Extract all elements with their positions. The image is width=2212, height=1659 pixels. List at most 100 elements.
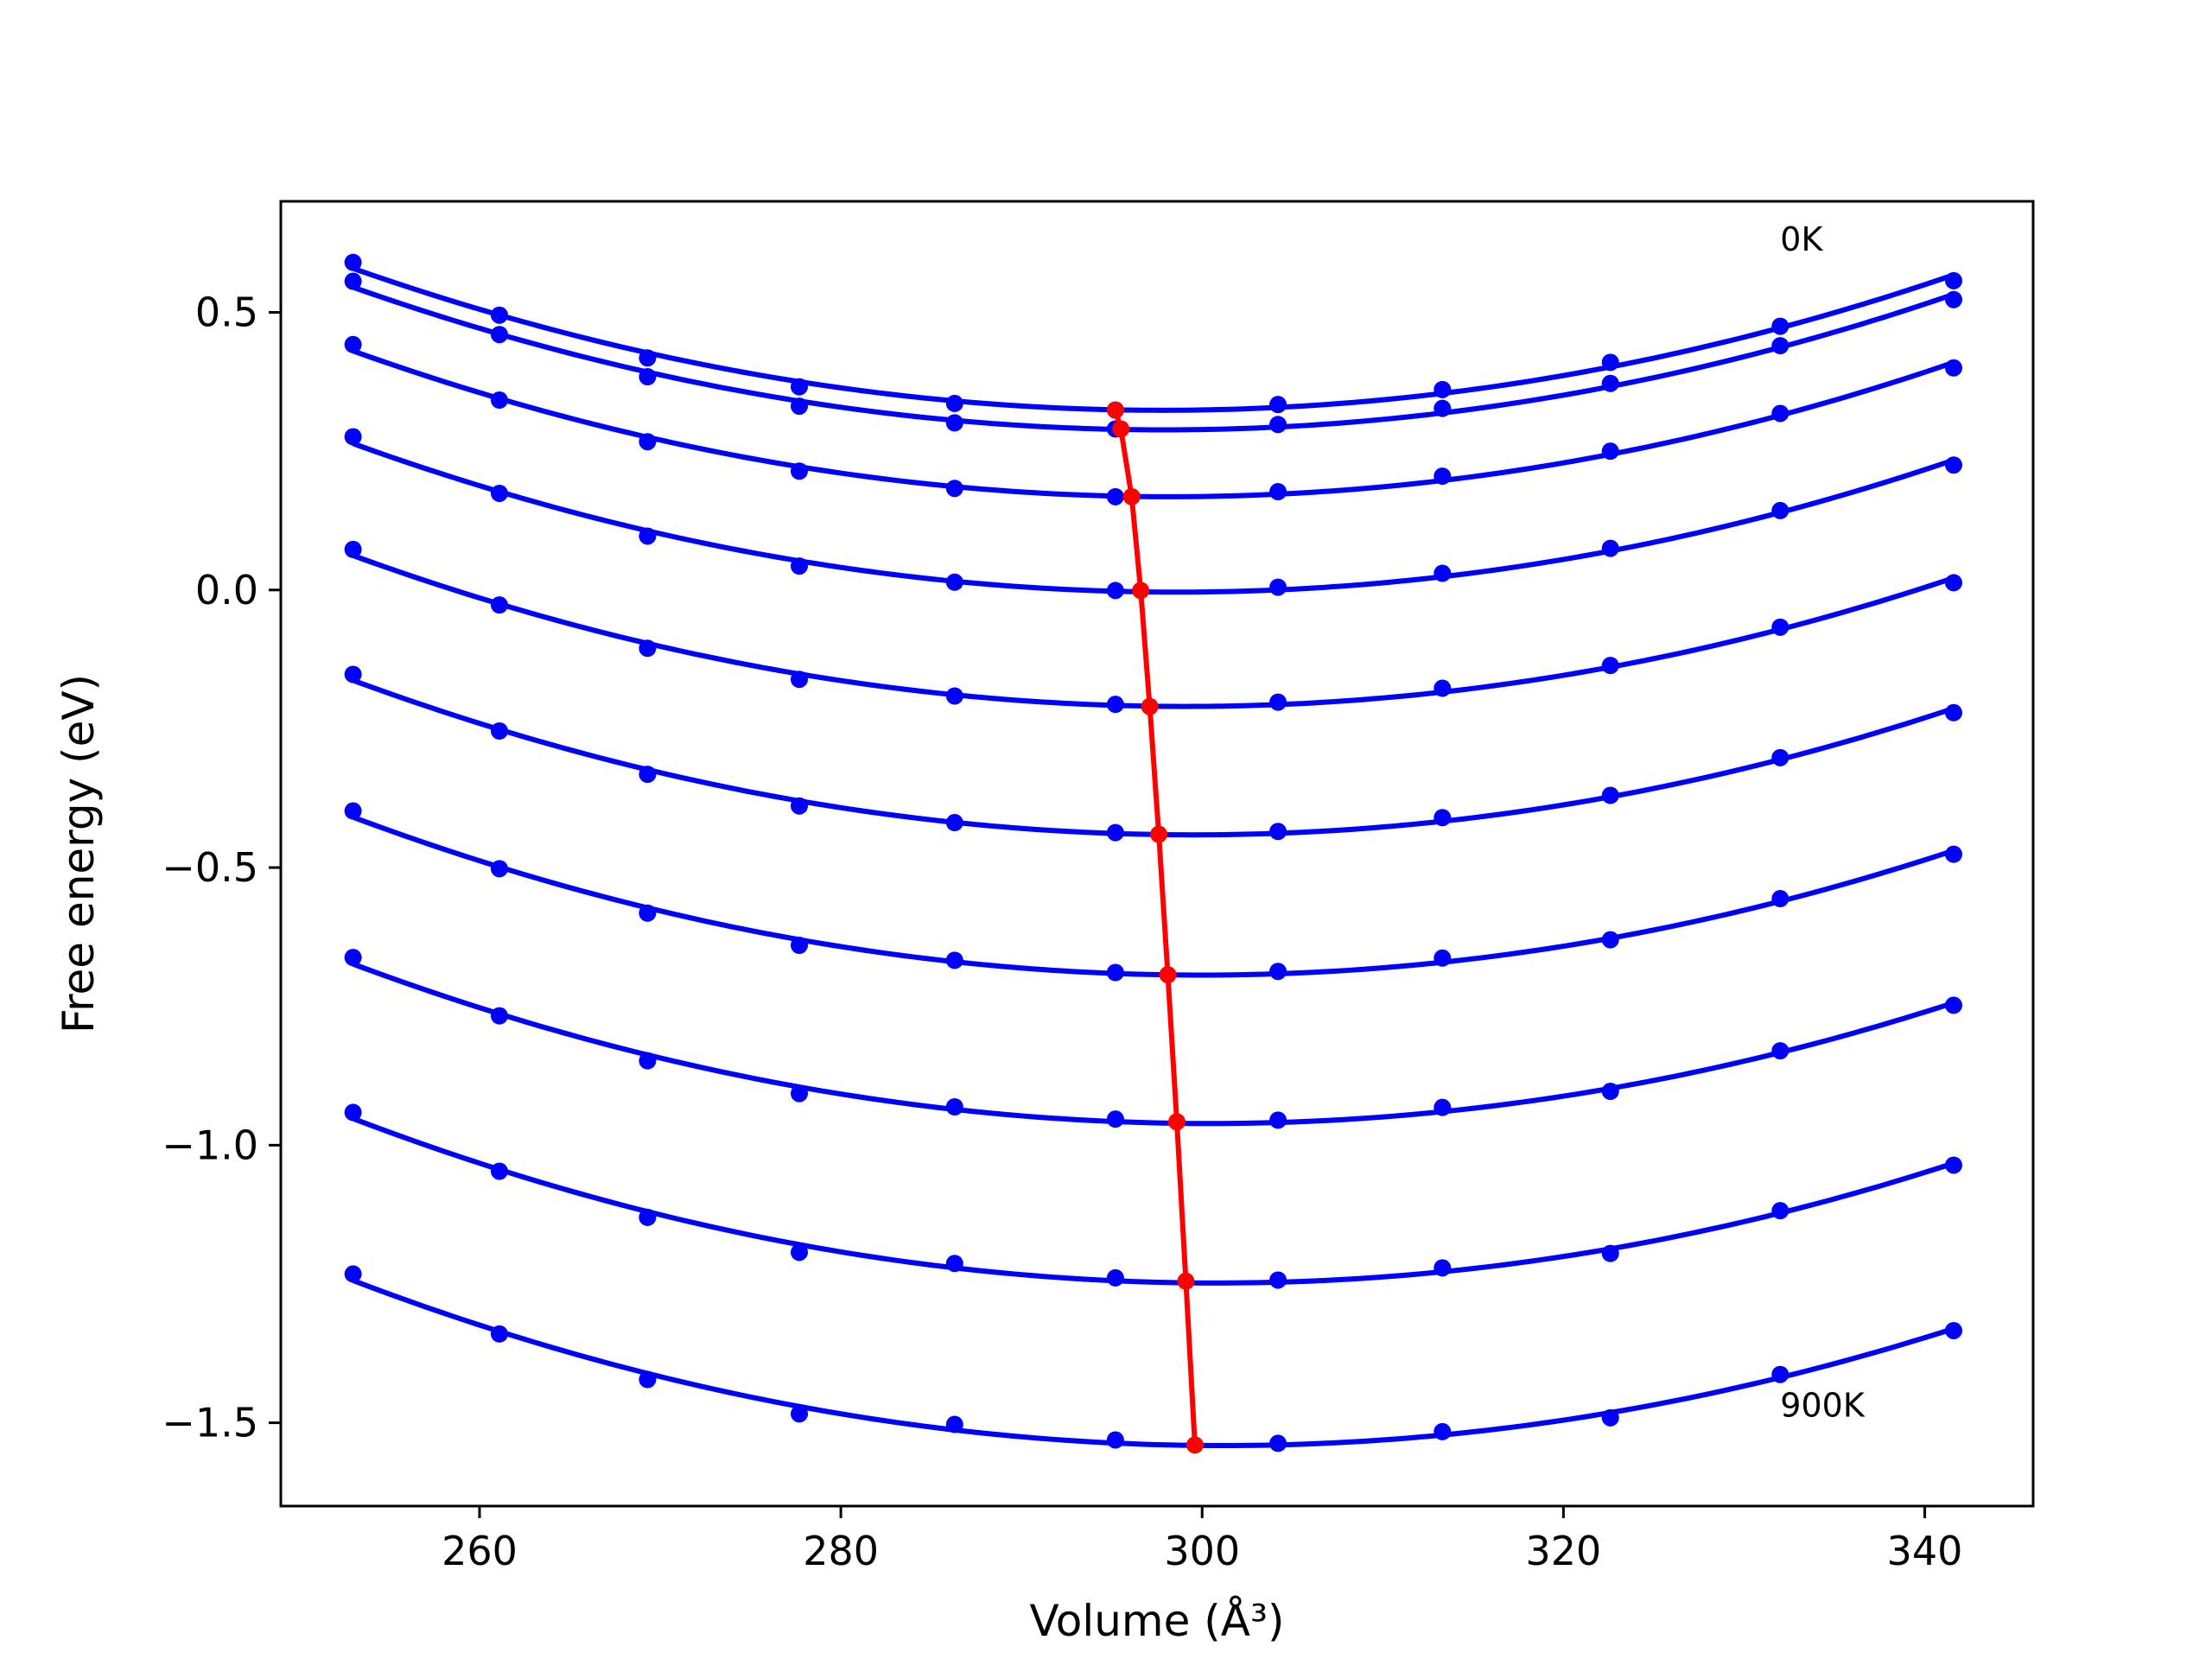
series-5-point-4 (945, 814, 963, 832)
series-5-point-0 (344, 665, 362, 683)
series-4-point-5 (1106, 696, 1124, 714)
series-6-point-7 (1433, 949, 1452, 967)
x-axis-ticks: 260 280 300 320 340 (442, 1506, 1962, 1574)
y-tick-label-0: 0.5 (195, 289, 258, 336)
series-2-point-10 (1945, 359, 1963, 377)
x-tick-label-3: 320 (1526, 1528, 1602, 1574)
series-1-point-0 (344, 272, 362, 290)
y-axis-ticks: 0.5 0.0 −0.5 −1.0 −1.5 (162, 289, 281, 1446)
series-7-curve (352, 961, 1955, 1127)
series-8-point-4 (945, 1255, 963, 1273)
series-2-point-5 (1106, 487, 1124, 505)
minimum-path-layer (1106, 401, 1204, 1454)
series-7-point-6 (1269, 1111, 1287, 1129)
series-1-point-3 (791, 397, 809, 416)
series-9-point-1 (490, 1325, 508, 1343)
series-1-point-9 (1771, 337, 1789, 355)
series-2-curve (352, 348, 1955, 499)
series-4-point-1 (490, 596, 508, 614)
series-3-point-8 (1601, 539, 1619, 557)
series-2-point-4 (945, 480, 963, 498)
series-6-point-9 (1771, 890, 1789, 908)
series-1-point-7 (1433, 399, 1452, 417)
series-2-point-3 (791, 462, 809, 480)
series-0-curve (352, 265, 1955, 413)
series-5-point-6 (1269, 823, 1287, 841)
x-tick-label-4: 340 (1887, 1528, 1963, 1574)
series-9-point-2 (639, 1370, 657, 1389)
series-5-point-1 (490, 721, 508, 740)
minimum-point-0 (1106, 401, 1124, 419)
series-4-point-9 (1771, 618, 1789, 636)
series-3-point-2 (639, 527, 657, 545)
series-5-point-5 (1106, 823, 1124, 842)
series-8-point-1 (490, 1162, 508, 1180)
series-3-point-1 (490, 484, 508, 502)
series-3-point-4 (945, 573, 963, 591)
series-9-point-0 (344, 1265, 362, 1283)
series-7-point-7 (1433, 1098, 1452, 1116)
x-axis-label: Volume (Å³) (1029, 1596, 1284, 1646)
series-4-point-3 (791, 671, 809, 689)
series-6-point-8 (1601, 931, 1619, 949)
series-7-point-1 (490, 1007, 508, 1025)
series-3-point-5 (1106, 582, 1124, 600)
series-6-point-0 (344, 802, 362, 820)
series-8-point-9 (1771, 1202, 1789, 1220)
series-0-point-9 (1771, 317, 1789, 335)
series-4-point-7 (1433, 679, 1452, 697)
series-0-point-8 (1601, 353, 1619, 372)
series-0-point-7 (1433, 380, 1452, 398)
minimum-point-1 (1112, 420, 1130, 438)
series-2-point-2 (639, 433, 657, 451)
series-7-point-10 (1945, 996, 1963, 1014)
series-2-point-7 (1433, 467, 1452, 486)
series-5-point-9 (1771, 748, 1789, 766)
series-9-point-10 (1945, 1321, 1963, 1339)
series-9-point-6 (1269, 1434, 1287, 1452)
series-3-curve (352, 441, 1955, 595)
series-8-point-0 (344, 1103, 362, 1122)
series-8-point-7 (1433, 1259, 1452, 1277)
series-5-point-3 (791, 797, 809, 815)
x-tick-label-1: 280 (803, 1528, 879, 1574)
series-3-point-9 (1771, 501, 1789, 519)
annotation-0k: 0K (1780, 220, 1823, 258)
series-8-point-8 (1601, 1244, 1619, 1262)
series-9-point-5 (1106, 1431, 1124, 1449)
minimum-point-7 (1167, 1113, 1185, 1131)
series-8-point-10 (1945, 1156, 1963, 1174)
series-9-point-7 (1433, 1422, 1452, 1440)
y-tick-label-2: −0.5 (162, 844, 258, 891)
series-9-point-8 (1601, 1408, 1619, 1427)
series-0-point-6 (1269, 396, 1287, 414)
points-layer (344, 253, 1963, 1452)
series-1-point-2 (639, 368, 657, 386)
series-0-point-1 (490, 306, 508, 324)
series-5-point-2 (639, 766, 657, 784)
series-8-point-3 (791, 1243, 809, 1262)
y-tick-label-3: −1.0 (162, 1122, 258, 1168)
series-7-point-0 (344, 949, 362, 967)
x-tick-label-0: 260 (442, 1528, 518, 1574)
series-4-point-2 (639, 639, 657, 658)
series-7-point-8 (1601, 1083, 1619, 1101)
series-2-point-0 (344, 335, 362, 353)
series-6-point-5 (1106, 963, 1124, 982)
series-3-point-10 (1945, 456, 1963, 474)
series-1-point-10 (1945, 290, 1963, 308)
series-0-point-2 (639, 349, 657, 367)
series-4-point-6 (1269, 693, 1287, 711)
series-6-point-6 (1269, 963, 1287, 981)
series-1-point-8 (1601, 374, 1619, 392)
series-1-point-4 (945, 414, 963, 432)
minimum-point-8 (1177, 1272, 1195, 1290)
series-4-point-8 (1601, 657, 1619, 675)
series-7-point-9 (1771, 1042, 1789, 1060)
annotation-900k: 900K (1780, 1386, 1866, 1424)
series-9-point-3 (791, 1405, 809, 1423)
series-5-point-10 (1945, 703, 1963, 721)
series-6-point-10 (1945, 845, 1963, 863)
